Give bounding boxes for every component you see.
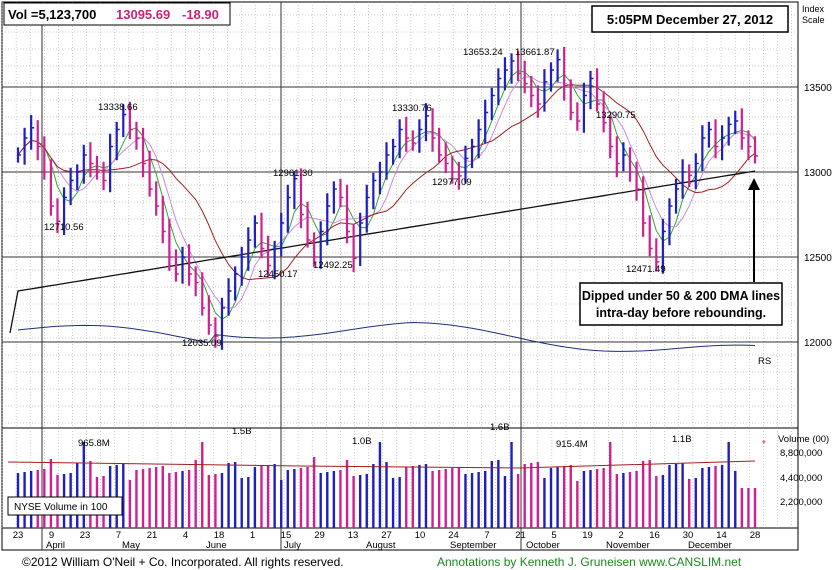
change-readout: -18.90 bbox=[182, 7, 219, 22]
price-annotation-label: 12450.17 bbox=[258, 269, 298, 280]
price-annotation-label: 12035.09 bbox=[182, 338, 222, 349]
date-day-label: 24 bbox=[448, 530, 459, 541]
date-day-label: 13 bbox=[348, 530, 359, 541]
annotation-arrow-head bbox=[748, 178, 760, 190]
index-scale-label-2: Scale bbox=[802, 15, 825, 25]
date-month-label: April bbox=[46, 540, 65, 551]
timestamp-box bbox=[591, 5, 789, 33]
date-day-label: 23 bbox=[13, 530, 24, 541]
ma-200-line bbox=[9, 170, 756, 334]
date-day-label: 28 bbox=[750, 530, 761, 541]
volume-tick-2: 4,400,000 bbox=[780, 473, 822, 484]
index-scale-label-1: Index bbox=[802, 4, 825, 14]
date-month-label: November bbox=[606, 540, 650, 551]
date-month-label: December bbox=[688, 540, 732, 551]
date-day-label: 1 bbox=[250, 530, 255, 541]
date-day-label: 5 bbox=[551, 530, 556, 541]
ma-pink-line bbox=[17, 76, 756, 309]
date-day-label: 23 bbox=[80, 530, 91, 541]
price-annotation-label: 12977.09 bbox=[432, 177, 472, 188]
date-month-label: May bbox=[122, 540, 140, 551]
date-day-label: 27 bbox=[381, 530, 392, 541]
volume-peak-5: 915.4M bbox=[556, 439, 588, 450]
price-tick-label: 12000 bbox=[804, 338, 832, 349]
price-readout: 13095.69 bbox=[116, 7, 170, 22]
date-day-label: 29 bbox=[314, 530, 325, 541]
price-annotation-label: 13338.66 bbox=[98, 102, 138, 113]
volume-peak-6: 1.1B bbox=[672, 434, 692, 445]
price-annotation-label: 13290.75 bbox=[596, 110, 636, 121]
date-day-label: 9 bbox=[49, 530, 54, 541]
price-tick-label: 13500 bbox=[804, 83, 832, 94]
date-day-label: 7 bbox=[116, 530, 121, 541]
price-annotation-label: 13653.24 bbox=[463, 47, 503, 58]
rs-line-group bbox=[17, 321, 756, 352]
date-day-label: 14 bbox=[716, 530, 727, 541]
timestamp: 5:05PM December 27, 2012 bbox=[607, 12, 773, 27]
date-day-label: 16 bbox=[649, 530, 660, 541]
volume-peak-1: 965.8M bbox=[78, 438, 110, 449]
volume-tick-3: 2,200,000 bbox=[780, 497, 822, 508]
volume-readout: Vol =5,123,700 bbox=[8, 7, 96, 22]
date-day-label: 2 bbox=[618, 530, 623, 541]
price-annotation-label: 13330.76 bbox=[392, 103, 432, 114]
volume-label-box bbox=[7, 496, 123, 516]
volume-bars bbox=[7, 442, 757, 528]
volume-peak-2: 1.5B bbox=[232, 426, 252, 437]
date-month-label: July bbox=[284, 540, 301, 551]
price-bars bbox=[16, 46, 758, 350]
price-annotations: 12710.56 13338.66 12035.09 12450.17 12961.30… bbox=[44, 47, 666, 349]
volume-panel-label: NYSE Volume in 100 bbox=[14, 502, 108, 513]
volume-average-line bbox=[7, 460, 756, 469]
copyright: ©2012 William O'Neil + Co. Incorporated.… bbox=[22, 555, 344, 569]
price-tick-label: 12500 bbox=[804, 253, 832, 264]
volume-asterisk: * bbox=[762, 439, 766, 450]
price-annotation-label: 12961.30 bbox=[273, 168, 313, 179]
annotation-credit: Annotations by Kenneth J. Gruneisen www.… bbox=[437, 555, 742, 569]
volume-peak-3: 1.0B bbox=[352, 436, 372, 447]
annotation-box bbox=[579, 282, 783, 326]
date-day-label: 7 bbox=[484, 530, 489, 541]
rs-line bbox=[17, 321, 756, 352]
price-panel-bg bbox=[1, 1, 799, 429]
date-day-label: 21 bbox=[147, 530, 158, 541]
price-annotation-label: 12471.49 bbox=[626, 264, 666, 275]
volume-axis-title: Volume (00) bbox=[778, 434, 829, 445]
volume-tick-1: 8,800,000 bbox=[780, 448, 822, 459]
date-month-label: June bbox=[206, 540, 227, 551]
date-month-label: August bbox=[366, 540, 396, 551]
date-day-label: 19 bbox=[582, 530, 593, 541]
price-annotation-label: 12492.25 bbox=[313, 260, 353, 271]
date-day-label: 15 bbox=[281, 530, 292, 541]
date-month-label: October bbox=[526, 540, 560, 551]
price-annotation-label: 12710.56 bbox=[44, 222, 84, 233]
date-day-label: 30 bbox=[683, 530, 694, 541]
date-axis-labels: 23 9 23 7 21 4 18 1 15 29 13 27 10 24 7 21 5 19 2 16 30 14 28 A… bbox=[13, 530, 761, 551]
ma-50-line bbox=[17, 84, 756, 281]
date-day-label: 4 bbox=[183, 530, 188, 541]
header-box bbox=[3, 2, 231, 26]
price-axis-ticks: 13500 13000 12500 12000 bbox=[804, 83, 832, 349]
price-tick-label: 13000 bbox=[804, 168, 832, 179]
date-month-label: September bbox=[450, 540, 496, 551]
annotation-line-1: Dipped under 50 & 200 DMA lines bbox=[582, 289, 780, 303]
volume-peak-4: 1.6B bbox=[490, 422, 510, 433]
price-annotation-label: 13661.87 bbox=[515, 47, 555, 58]
date-day-label: 10 bbox=[415, 530, 426, 541]
date-day-label: 18 bbox=[214, 530, 225, 541]
date-day-label: 21 bbox=[515, 530, 526, 541]
rs-label: RS bbox=[758, 356, 771, 367]
annotation-line-2: intra-day before rebounding. bbox=[596, 306, 766, 320]
